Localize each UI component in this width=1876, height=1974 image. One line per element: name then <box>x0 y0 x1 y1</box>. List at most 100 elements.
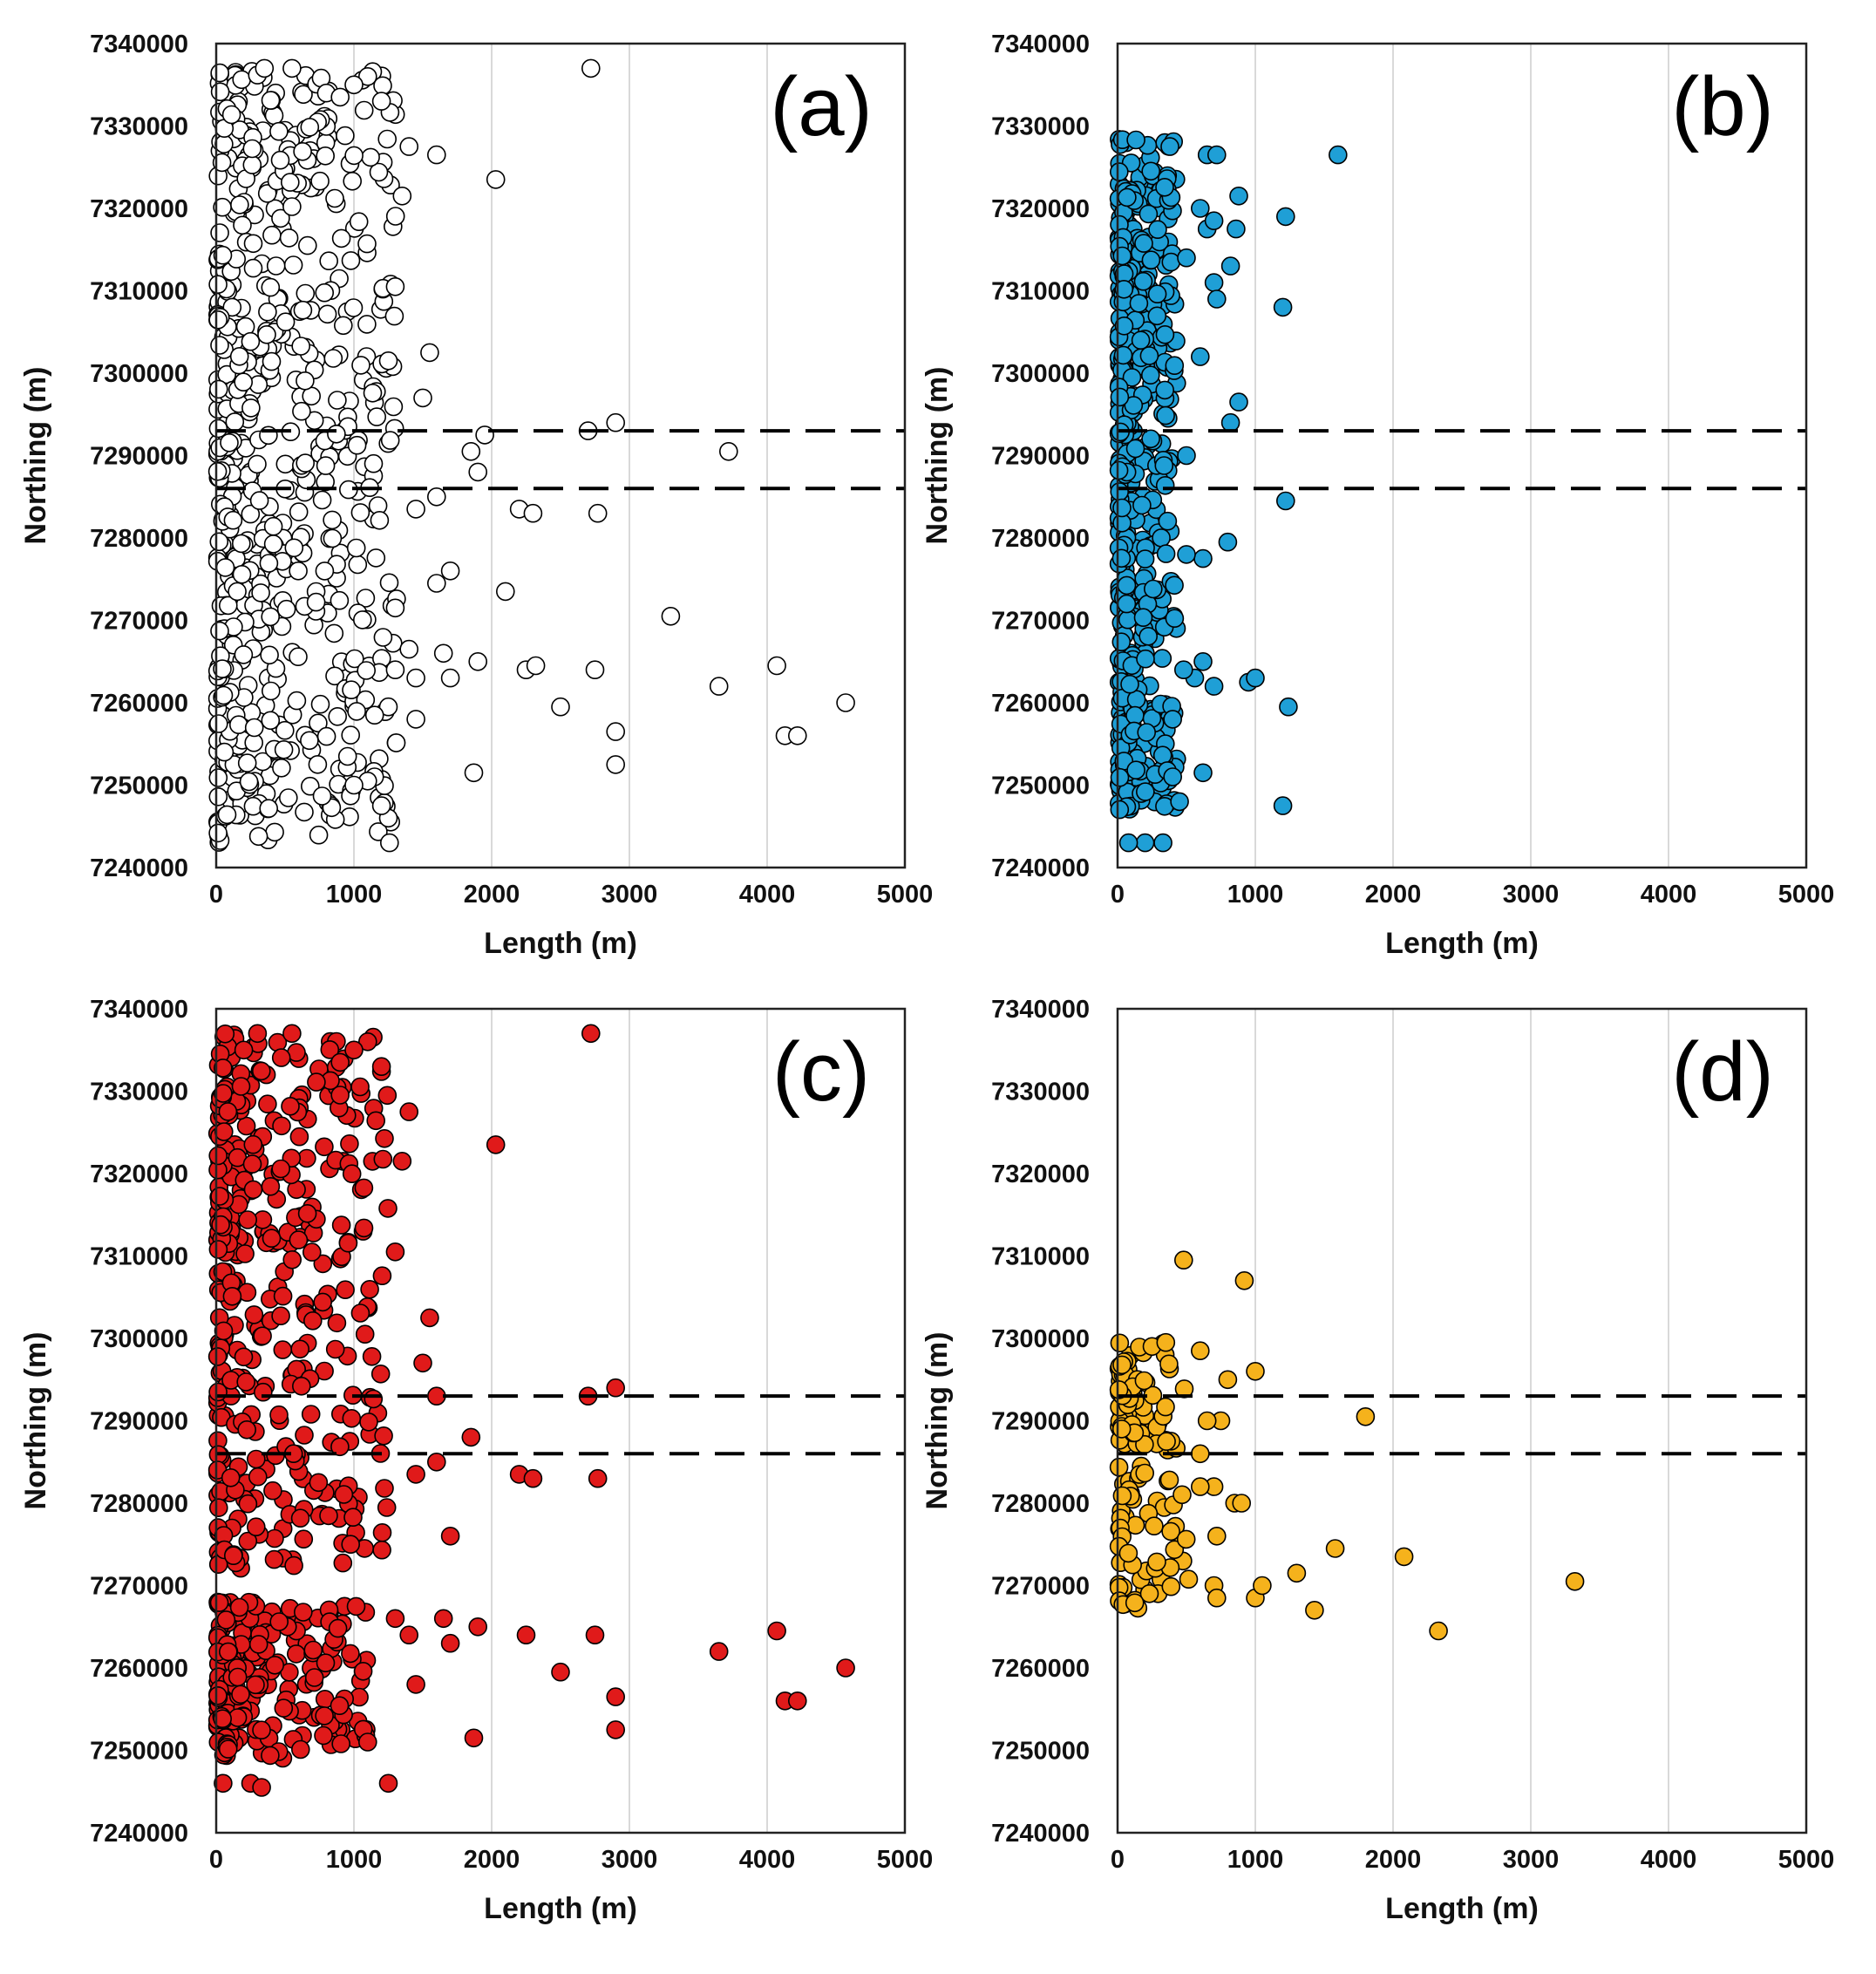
data-point <box>213 245 233 265</box>
data-point <box>210 223 229 242</box>
data-point <box>238 1210 258 1229</box>
data-point <box>261 607 281 627</box>
data-point <box>270 150 290 170</box>
data-point <box>294 85 313 105</box>
data-point <box>252 1720 271 1739</box>
data-point <box>275 720 295 740</box>
data-point <box>330 1052 350 1072</box>
data-point <box>293 142 312 161</box>
data-point <box>1218 532 1238 552</box>
data-point <box>315 562 335 581</box>
data-point <box>1125 439 1145 459</box>
data-point <box>214 1122 234 1141</box>
data-point <box>334 1485 354 1504</box>
data-point <box>221 105 241 125</box>
data-point <box>315 282 335 303</box>
data-point <box>1170 792 1189 812</box>
data-point <box>1429 1621 1448 1641</box>
data-point <box>208 1146 228 1166</box>
data-point <box>218 1739 238 1759</box>
data-point <box>228 1667 248 1687</box>
data-point <box>1112 246 1132 266</box>
data-point <box>316 146 336 166</box>
data-point <box>261 277 281 297</box>
data-point <box>210 336 229 355</box>
data-point <box>406 668 425 688</box>
data-point <box>337 746 357 766</box>
data-point <box>223 510 243 530</box>
data-point <box>399 137 419 156</box>
data-point <box>328 1618 348 1638</box>
data-point <box>426 487 446 507</box>
data-point <box>1197 1411 1217 1431</box>
data-point <box>1279 697 1298 717</box>
data-point <box>1126 130 1145 150</box>
data-point <box>319 1506 338 1526</box>
data-point <box>426 574 446 593</box>
data-point <box>1207 145 1227 165</box>
data-point <box>1191 1477 1210 1496</box>
data-point <box>372 1266 392 1285</box>
data-point <box>1135 833 1155 853</box>
data-point <box>1165 575 1184 596</box>
data-point <box>263 516 283 536</box>
data-point <box>214 1084 233 1103</box>
data-point <box>1161 1521 1180 1542</box>
data-point <box>300 731 319 751</box>
data-point <box>243 258 263 278</box>
data-point <box>313 1292 333 1312</box>
data-point <box>238 1531 258 1551</box>
y-tick-label: 7290000 <box>991 443 1090 471</box>
data-point <box>346 1596 366 1617</box>
data-point <box>307 1072 326 1092</box>
data-point <box>1131 330 1151 351</box>
data-point <box>357 1032 377 1052</box>
data-point <box>1152 528 1171 548</box>
data-point <box>210 82 230 102</box>
data-point <box>1207 1588 1227 1608</box>
data-point <box>252 1778 271 1797</box>
data-point <box>244 1305 264 1324</box>
data-point <box>385 1609 405 1629</box>
data-point <box>1246 1362 1265 1381</box>
data-point <box>364 453 384 473</box>
x-tick-label: 0 <box>1111 1846 1125 1874</box>
data-point <box>291 1377 311 1396</box>
data-point <box>1156 1397 1175 1417</box>
data-point <box>261 681 281 701</box>
data-point <box>1177 545 1196 564</box>
data-point <box>406 500 425 519</box>
data-point <box>265 822 284 842</box>
x-tick-label: 5000 <box>1778 881 1835 909</box>
data-point <box>357 661 377 680</box>
data-point <box>1329 145 1348 165</box>
data-point <box>585 1625 605 1644</box>
y-tick-label: 7290000 <box>90 1408 188 1436</box>
data-point <box>385 276 405 296</box>
data-point <box>330 590 350 610</box>
data-point <box>357 315 377 334</box>
data-point <box>282 1250 302 1269</box>
data-point <box>1305 1601 1324 1620</box>
data-point <box>551 1662 570 1682</box>
data-point <box>323 510 342 530</box>
data-point <box>1232 1494 1251 1513</box>
x-tick-label: 2000 <box>1365 881 1422 909</box>
data-point <box>284 1555 303 1576</box>
data-point <box>1155 475 1175 495</box>
scatter-points <box>207 58 855 853</box>
data-point <box>1111 1419 1132 1439</box>
data-point <box>262 225 282 245</box>
data-point <box>370 1365 391 1384</box>
data-point <box>237 1420 257 1440</box>
data-point <box>349 212 369 231</box>
data-point <box>263 1480 282 1501</box>
data-point <box>350 503 370 522</box>
data-point <box>238 1494 258 1514</box>
data-point <box>1165 356 1185 376</box>
data-point <box>1141 429 1160 449</box>
y-tick-label: 7250000 <box>90 1738 188 1766</box>
data-point <box>333 1553 353 1573</box>
data-point <box>1204 677 1224 696</box>
